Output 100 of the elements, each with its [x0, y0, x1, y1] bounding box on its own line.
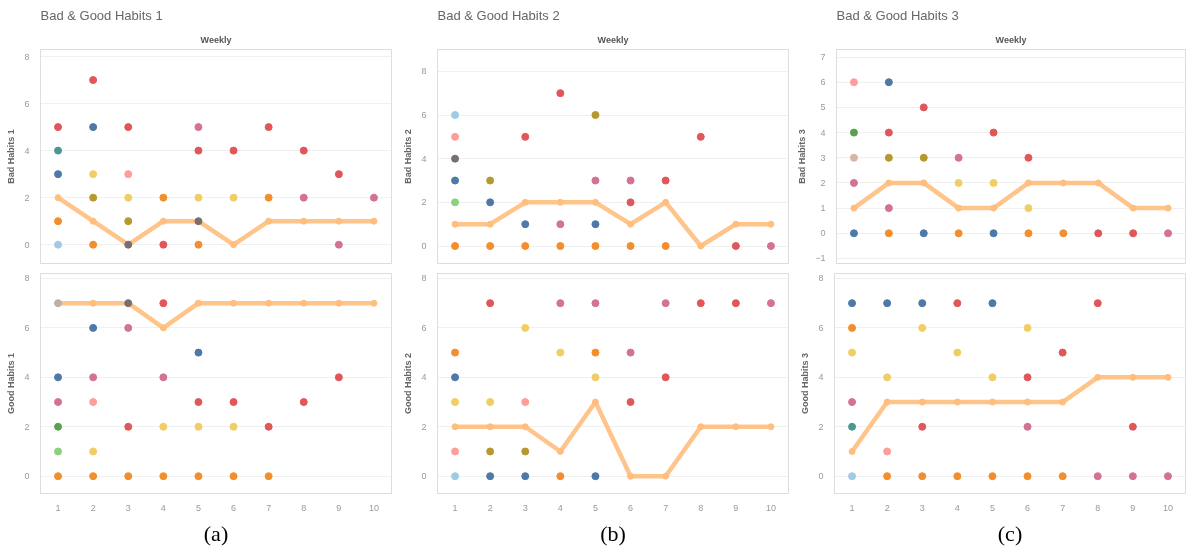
- x-tick-label: 4: [557, 502, 563, 513]
- point: [591, 348, 600, 357]
- point: [54, 240, 63, 249]
- chart-title: Bad & Good Habits 3: [836, 7, 959, 23]
- point: [1024, 179, 1032, 187]
- point: [1024, 398, 1032, 406]
- point: [989, 128, 998, 137]
- point: [918, 398, 926, 406]
- point: [124, 193, 133, 202]
- x-tick-label: 3: [522, 502, 528, 513]
- point: [89, 398, 98, 407]
- y-axis-title: Bad Habits 2: [403, 129, 414, 184]
- point: [124, 217, 133, 226]
- point: [848, 348, 857, 357]
- point: [920, 179, 928, 187]
- point: [955, 204, 963, 212]
- point: [521, 323, 530, 332]
- point: [521, 398, 530, 407]
- x-tick-label: 3: [919, 502, 925, 513]
- point: [194, 240, 203, 249]
- point: [884, 128, 893, 137]
- point: [194, 299, 202, 307]
- point: [1059, 179, 1067, 187]
- point: [556, 89, 565, 98]
- x-tick-label: 1: [849, 502, 855, 513]
- x-tick-label: 8: [301, 502, 307, 513]
- point: [883, 373, 892, 382]
- point: [591, 398, 599, 406]
- point: [159, 240, 168, 249]
- point: [451, 111, 460, 119]
- x-tick-label: 1: [55, 502, 61, 513]
- point: [486, 198, 495, 207]
- point: [159, 193, 168, 202]
- point: [884, 78, 893, 87]
- x-tick-label: 6: [231, 502, 237, 513]
- point: [335, 217, 343, 225]
- y-tick-label: 8: [24, 273, 30, 284]
- point: [451, 132, 460, 141]
- y-tick-label: 6: [24, 98, 30, 109]
- y-tick-label: 0: [421, 471, 427, 482]
- point: [229, 472, 238, 481]
- point: [954, 178, 963, 187]
- point: [989, 178, 998, 187]
- point: [1164, 373, 1172, 381]
- point: [919, 229, 928, 238]
- y-tick-label: 6: [818, 322, 824, 333]
- y-tick-label: 8: [24, 51, 30, 62]
- point: [556, 242, 565, 251]
- point: [696, 299, 705, 308]
- chart-subtitle: Weekly: [200, 34, 232, 45]
- point: [451, 373, 460, 382]
- point: [265, 299, 273, 307]
- point: [194, 422, 203, 431]
- point: [919, 103, 928, 112]
- point: [194, 348, 203, 357]
- point: [883, 299, 892, 308]
- point: [1058, 472, 1067, 481]
- point: [662, 198, 670, 206]
- point: [54, 447, 63, 456]
- y-tick-label: 4: [24, 372, 30, 383]
- point: [451, 154, 460, 163]
- point: [626, 242, 635, 251]
- point: [54, 194, 62, 202]
- y-tick-label: 8: [421, 273, 427, 284]
- x-tick-label: 10: [1162, 502, 1173, 513]
- point: [265, 217, 273, 225]
- point: [849, 128, 858, 137]
- point: [300, 217, 308, 225]
- point: [264, 123, 273, 132]
- x-tick-label: 4: [160, 502, 166, 513]
- point: [451, 242, 460, 251]
- y-tick-label: 2: [421, 421, 427, 432]
- point: [89, 193, 98, 202]
- point: [229, 146, 238, 155]
- point: [953, 472, 962, 481]
- point: [451, 220, 459, 228]
- point: [627, 220, 635, 228]
- point: [89, 123, 98, 132]
- point: [662, 472, 670, 480]
- point: [848, 447, 856, 455]
- point: [591, 472, 600, 481]
- y-axis-title: Bad Habits 3: [797, 129, 808, 184]
- point: [159, 373, 168, 382]
- point: [591, 198, 599, 206]
- y-tick-label: 2: [24, 421, 30, 432]
- point: [1129, 229, 1138, 238]
- point: [848, 299, 857, 308]
- point: [334, 170, 343, 179]
- point: [89, 299, 97, 307]
- y-tick-label: 7: [820, 52, 826, 63]
- point: [918, 422, 927, 431]
- point: [124, 123, 133, 132]
- x-tick-label: 8: [1095, 502, 1101, 513]
- point: [486, 242, 495, 251]
- point: [918, 472, 927, 481]
- point: [521, 447, 530, 456]
- point: [919, 153, 928, 162]
- point: [299, 193, 308, 202]
- point: [988, 373, 997, 382]
- point: [89, 76, 98, 85]
